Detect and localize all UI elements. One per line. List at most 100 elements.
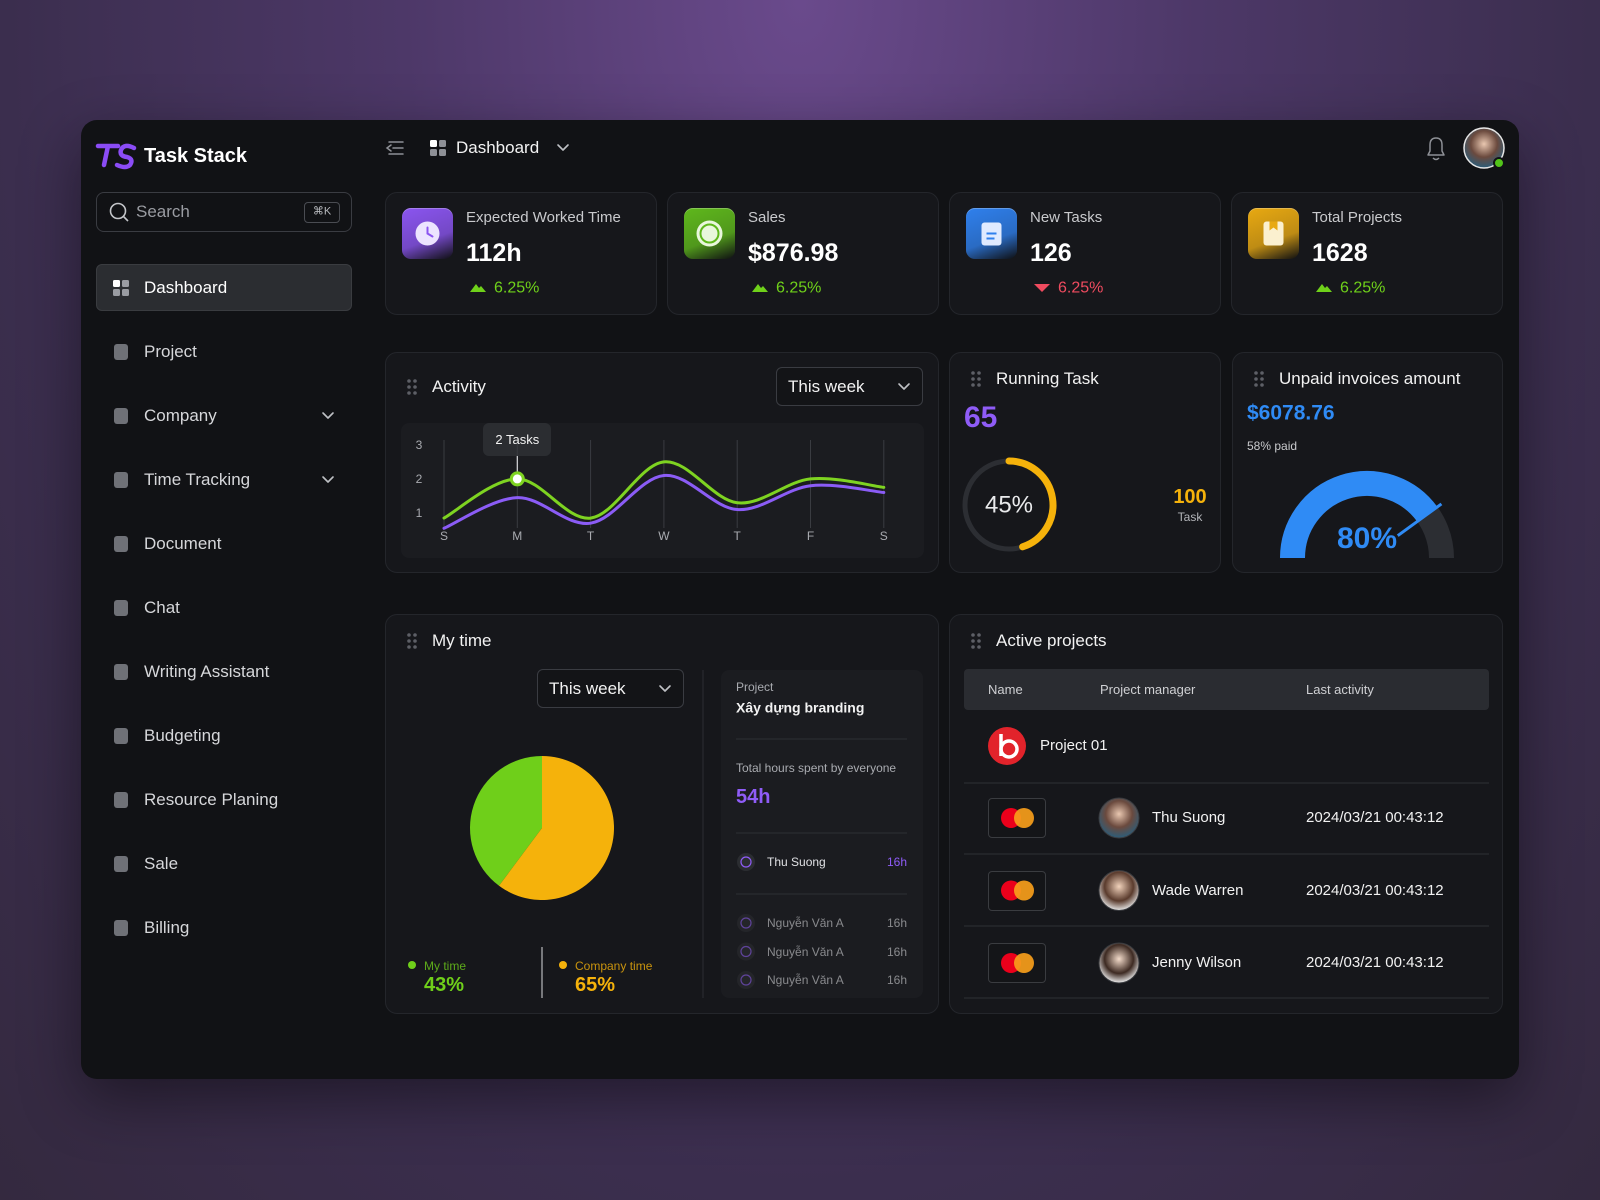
page-icon <box>439 149 446 156</box>
legend-label: Company time <box>575 958 653 973</box>
member-name: Nguyễn Văn A <box>767 944 844 959</box>
nav-icon <box>114 600 128 616</box>
user-avatar <box>1463 127 1505 169</box>
period-dropdown[interactable] <box>776 367 923 406</box>
donut-label: 45% <box>984 491 1034 519</box>
nav-label: Time Tracking <box>144 469 251 489</box>
pie-slice <box>470 756 542 886</box>
nav-label: Billing <box>144 917 190 937</box>
shortcut-badge <box>304 202 340 223</box>
period-dropdown[interactable] <box>537 669 684 708</box>
search-box[interactable] <box>96 192 352 232</box>
nav-icon <box>122 280 129 287</box>
brand-name: Task Stack <box>144 145 248 167</box>
chevron-icon <box>557 144 569 151</box>
activity-line <box>442 473 886 530</box>
drag-handle-dot <box>407 639 411 643</box>
stat-glyph <box>426 226 434 238</box>
drag-handle-dot <box>977 371 981 375</box>
page-icon <box>430 149 437 156</box>
member-name: Nguyễn Văn A <box>767 915 844 930</box>
nav-label: Document <box>144 533 222 553</box>
search-icon-handle <box>122 215 129 222</box>
y-tick-label: 1 <box>415 505 423 520</box>
card-title: Running Task <box>996 368 1099 388</box>
clock-icon-bg <box>737 971 755 989</box>
member-hours: 16h <box>886 915 907 930</box>
x-tick-label: T <box>586 528 595 543</box>
chevron-icon <box>322 412 334 419</box>
dropdown-label[interactable]: This week <box>549 678 626 698</box>
drag-handle-dot <box>413 645 417 649</box>
task-unit: Task <box>1177 509 1203 524</box>
nav-item-active[interactable] <box>96 264 352 311</box>
search-icon <box>109 202 127 220</box>
donut-progress <box>1005 457 1057 551</box>
nav-icon <box>114 920 128 936</box>
drag-handle-dot <box>413 385 417 389</box>
drag-handle-dot <box>407 645 411 649</box>
nav-label: Dashboard <box>144 277 228 297</box>
nav-icon <box>114 472 128 488</box>
drag-handle-dot <box>407 385 411 389</box>
drag-handle-dot <box>413 391 417 395</box>
nav-label: Company <box>144 405 217 425</box>
card-title: Active projects <box>996 630 1107 650</box>
y-tick-label: 2 <box>415 471 423 486</box>
stat-change: 6.25% <box>1340 279 1386 297</box>
dropdown-label[interactable]: This week <box>788 376 865 396</box>
nav-icon <box>114 536 128 552</box>
card-title: My time <box>432 630 492 650</box>
manager-name: Wade Warren <box>1152 881 1244 899</box>
legend-value: 65% <box>575 974 616 996</box>
running-count: 65 <box>964 401 998 434</box>
drag-handle-dot <box>977 383 981 387</box>
column-header: Name <box>988 682 1023 698</box>
clock-icon <box>740 917 752 929</box>
gauge-label: 80% <box>1336 522 1398 555</box>
nav-icon <box>122 289 129 296</box>
manager-avatar <box>1098 870 1140 911</box>
online-dot <box>1493 157 1505 169</box>
drag-handle-dot <box>971 645 975 649</box>
stat-change: 6.25% <box>776 279 822 297</box>
chevron-icon <box>322 476 334 483</box>
nav-icon <box>113 289 120 296</box>
task-total: 100 <box>1173 486 1207 508</box>
x-tick-label: F <box>806 528 815 543</box>
x-tick-label: T <box>733 528 741 543</box>
panel-project-name: Xây dựng branding <box>736 699 865 716</box>
stat-change: 6.25% <box>494 279 540 297</box>
x-tick-label: W <box>658 528 670 543</box>
legend-dot <box>408 961 416 969</box>
page-title[interactable]: Dashboard <box>456 137 540 157</box>
drag-handle-dot <box>1254 377 1258 381</box>
x-tick-label: M <box>512 528 523 543</box>
page-icon <box>430 140 437 147</box>
clock-icon-bg <box>737 942 755 961</box>
drag-handle-dot <box>413 639 417 643</box>
clock-icon <box>740 974 752 986</box>
drag-handle-dot <box>977 633 981 637</box>
drag-handle-dot <box>971 383 975 387</box>
table-header <box>964 669 1489 710</box>
nav-icon <box>114 728 128 744</box>
nav-label: Sale <box>144 853 179 873</box>
manager-name: Jenny Wilson <box>1152 954 1242 971</box>
legend-value: 43% <box>424 974 465 996</box>
drag-handle-dot <box>971 633 975 637</box>
card-title: Unpaid invoices amount <box>1279 368 1461 388</box>
drag-handle-dot <box>971 639 975 643</box>
stat-change: 6.25% <box>1058 279 1104 297</box>
last-activity: 2024/03/21 00:43:12 <box>1306 881 1444 899</box>
manager-avatar <box>1098 797 1140 839</box>
drag-handle-dot <box>1260 377 1264 381</box>
column-header: Last activity <box>1306 682 1374 698</box>
gauge-value <box>1280 471 1438 559</box>
drag-handle-dot <box>977 639 981 643</box>
nav-label: Project <box>144 341 197 361</box>
member-name: Thu Suong <box>767 854 826 869</box>
nav-icon <box>114 344 128 360</box>
trend-icon <box>1316 284 1332 292</box>
